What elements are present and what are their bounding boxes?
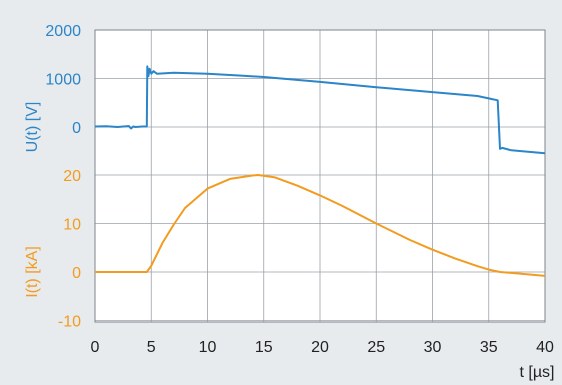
x-tick-label: 35 xyxy=(480,339,498,356)
x-tick-label: 30 xyxy=(424,339,442,356)
i-axis-label: I(t) [kA] xyxy=(24,246,41,298)
voltage-line xyxy=(94,65,546,155)
i-tick-label: -10 xyxy=(58,314,81,331)
i-tick-label: 0 xyxy=(72,265,81,282)
u-tick-label: 2000 xyxy=(45,23,81,40)
i-tick-label: 10 xyxy=(63,217,81,234)
x-tick-label: 40 xyxy=(536,339,554,356)
u-tick-label: 0 xyxy=(72,120,81,137)
grid xyxy=(94,29,546,323)
i-tick-labels: -10 0 10 20 xyxy=(58,168,81,331)
x-tick-label: 20 xyxy=(311,339,329,356)
series-group xyxy=(94,65,546,277)
x-tick-label: 15 xyxy=(255,339,273,356)
x-tick-label: 10 xyxy=(199,339,217,356)
plot-frame xyxy=(94,29,546,323)
i-tick-label: 20 xyxy=(63,168,81,185)
u-tick-label: 1000 xyxy=(45,72,81,89)
x-tick-label: 0 xyxy=(91,339,100,356)
x-tick-labels: 0 5 10 15 20 25 30 35 40 xyxy=(91,339,554,356)
x-tick-label: 25 xyxy=(367,339,385,356)
u-axis-label: U(t) [V] xyxy=(24,102,41,153)
x-axis-label: t [µs] xyxy=(520,364,555,381)
current-line xyxy=(95,174,546,277)
x-tick-label: 5 xyxy=(147,339,156,356)
u-tick-labels: 0 1000 2000 xyxy=(45,23,81,137)
